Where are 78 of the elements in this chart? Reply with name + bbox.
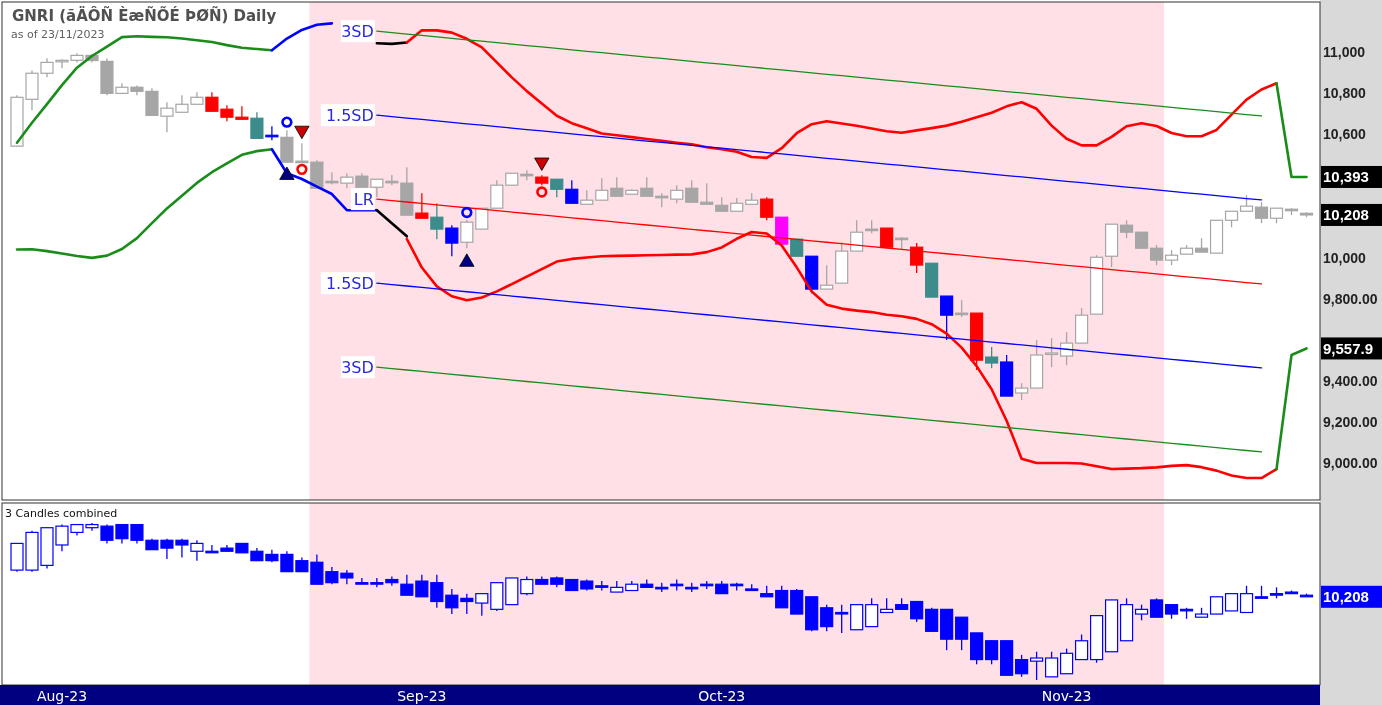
x-tick-label: Sep-23: [397, 688, 447, 704]
candlestick: [475, 207, 489, 230]
candlestick: [1045, 651, 1059, 678]
candlestick: [1149, 244, 1164, 266]
candlestick: [925, 607, 939, 632]
candlestick: [415, 574, 429, 598]
y-tick-label: 9,200.00: [1323, 413, 1378, 430]
candlestick: [460, 593, 474, 615]
candlestick: [1060, 331, 1074, 366]
text: 10,208: [1323, 206, 1369, 224]
y-tick-label: 11,000: [1323, 44, 1366, 61]
candlestick: [445, 224, 459, 257]
y-tick-label: 10,000: [1323, 249, 1367, 266]
candlestick: [985, 640, 999, 665]
y-tick-label: 9,800.00: [1323, 290, 1378, 307]
candlestick: [865, 597, 879, 628]
series-label: 3SD: [341, 21, 374, 41]
x-tick-label: Aug-23: [36, 688, 88, 704]
candlestick: [430, 202, 444, 240]
line-series: [376, 114, 1263, 201]
series-label: 3SD: [341, 357, 374, 377]
candlestick: [775, 585, 789, 609]
candlestick: [1074, 633, 1089, 661]
series-label: 1.5SD: [325, 273, 374, 293]
candlestick: [610, 176, 624, 197]
candlestick: [700, 182, 714, 205]
candlestick: [835, 603, 849, 634]
candlestick: [1015, 654, 1029, 678]
candlestick: [820, 264, 834, 290]
text: 10,393: [1323, 168, 1369, 186]
candlestick: [1254, 201, 1269, 224]
line-series: [15, 147, 274, 260]
y-tick-label: 9,000.00: [1323, 455, 1378, 472]
candlestick: [250, 111, 264, 140]
candlestick: [1149, 597, 1164, 618]
candlestick: [550, 178, 564, 198]
candlestick: [460, 219, 474, 249]
text: 9,557.9: [1323, 339, 1374, 357]
candlestick: [1239, 585, 1254, 614]
candlestick: [820, 603, 834, 632]
candlestick: [1060, 647, 1074, 675]
y-tick-label: 10,800: [1323, 85, 1367, 102]
chart-title: GNRI (ãÄÔÑ ÈæÑÕÉ ÞØÑ) Daily: [12, 6, 277, 25]
line-series: [270, 22, 334, 52]
candlestick: [565, 179, 579, 204]
line-series: [376, 282, 1263, 369]
candlestick: [430, 574, 444, 609]
candlestick: [685, 179, 699, 203]
candlestick: [985, 346, 999, 369]
chart-title: 3 Candles combined: [5, 507, 118, 520]
candlestick: [445, 588, 459, 615]
series-label: 1.5SD: [325, 105, 374, 125]
line-series: [405, 29, 1278, 160]
y-tick-label: 10,600: [1323, 126, 1367, 143]
candlestick: [910, 242, 924, 274]
candlestick: [790, 588, 804, 615]
candlestick: [940, 295, 954, 341]
candlestick: [880, 227, 894, 248]
candlestick: [670, 184, 684, 204]
x-tick-label: Nov-23: [1041, 688, 1092, 704]
line-series: [270, 147, 379, 212]
candlestick: [475, 593, 489, 617]
candlestick: [400, 574, 414, 596]
candlestick: [640, 176, 654, 197]
text: 10,208: [1323, 588, 1369, 606]
candlestick: [490, 179, 504, 209]
candlestick: [910, 600, 924, 623]
candlestick: [1045, 337, 1059, 368]
x-tick-label: Oct-23: [698, 688, 746, 704]
candlestick: [850, 219, 864, 252]
series-label: LR: [353, 189, 374, 209]
candlestick: [760, 196, 774, 221]
candlestick: [1030, 651, 1044, 681]
candlestick: [955, 616, 969, 651]
text: as of 23/11/2023: [11, 28, 105, 41]
y-tick-label: 9,400.00: [1323, 372, 1378, 389]
candlestick: [520, 575, 534, 596]
candlestick: [595, 177, 609, 201]
